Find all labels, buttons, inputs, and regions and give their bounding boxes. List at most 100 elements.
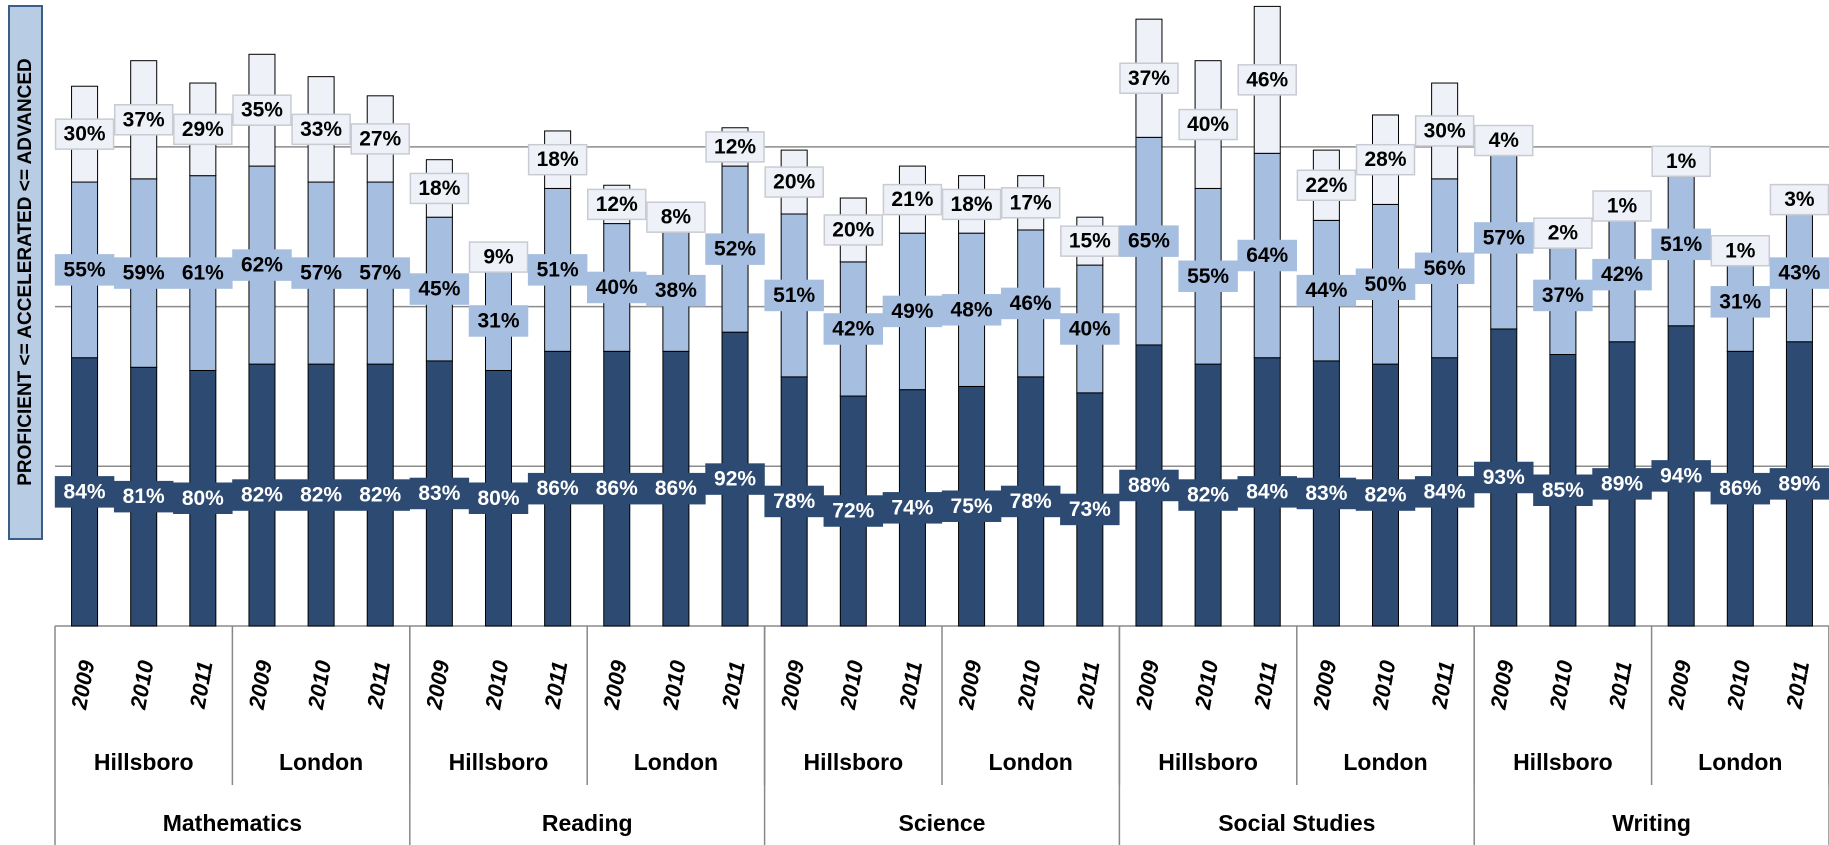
value-label: 57%	[1483, 226, 1525, 249]
x-tick-label: 2009	[953, 658, 986, 712]
value-label-box	[587, 188, 647, 221]
x-tick-label: 2009	[244, 658, 277, 712]
x-tick-label: 2009	[598, 658, 631, 712]
value-label-box	[646, 472, 706, 505]
x-tick-label: 2011	[717, 659, 750, 711]
x-tick-label: 2010	[1012, 658, 1045, 712]
value-label: 21%	[891, 188, 933, 211]
value-label: 44%	[1305, 279, 1347, 302]
value-label: 59%	[123, 262, 165, 285]
value-label-box	[1296, 274, 1357, 307]
value-label: 37%	[123, 108, 165, 131]
value-label: 9%	[483, 246, 514, 269]
value-label-box	[350, 257, 410, 289]
x-tick-label: 2009	[421, 658, 454, 712]
value-label: 56%	[1424, 257, 1466, 280]
value-label-box	[1060, 225, 1120, 257]
value-label: 84%	[64, 480, 106, 503]
value-label: 29%	[182, 118, 224, 141]
value-label: 2%	[1548, 222, 1579, 245]
subject-label: Writing	[1612, 810, 1691, 836]
value-label: 48%	[951, 298, 993, 321]
value-label: 84%	[1246, 480, 1288, 503]
value-label: 40%	[1069, 318, 1111, 341]
y-axis-label: PROFICIENT <= ACCELERATED <= ADVANCED	[15, 58, 36, 486]
value-label-box	[1119, 62, 1179, 94]
value-label: 20%	[773, 171, 815, 194]
value-label-box	[1237, 239, 1297, 272]
value-label-box	[350, 123, 410, 155]
x-tick-label: 2009	[1308, 658, 1341, 712]
value-label-box	[1296, 169, 1357, 201]
value-label-box	[1651, 460, 1711, 492]
value-label-box	[527, 254, 588, 286]
value-label-box	[882, 492, 943, 524]
value-label: 46%	[1010, 292, 1052, 315]
value-label: 30%	[1424, 119, 1466, 142]
value-label-box	[1533, 474, 1593, 507]
value-label-box	[409, 172, 470, 205]
value-label-box	[350, 479, 410, 511]
value-label-box	[1296, 477, 1357, 510]
value-label: 89%	[1601, 472, 1643, 495]
x-tick-label: 2010	[1190, 658, 1223, 712]
value-label: 86%	[655, 477, 697, 500]
value-label-box	[1237, 64, 1297, 96]
value-label-box	[232, 479, 292, 511]
value-label: 82%	[1364, 484, 1406, 507]
value-label-box	[705, 233, 765, 265]
value-label: 78%	[773, 490, 815, 513]
value-label: 40%	[1187, 113, 1229, 136]
value-label: 51%	[1660, 233, 1702, 256]
y-label-box	[8, 5, 43, 540]
value-label: 93%	[1483, 466, 1525, 489]
value-label-box	[1178, 260, 1238, 293]
value-label: 64%	[1246, 244, 1288, 267]
value-label-box	[1474, 461, 1534, 494]
value-label: 28%	[1364, 148, 1406, 171]
value-label: 31%	[1719, 290, 1761, 313]
value-label-box	[1414, 476, 1475, 508]
value-label-box	[1533, 217, 1593, 249]
value-label: 33%	[300, 118, 342, 141]
value-label: 42%	[1601, 263, 1643, 286]
value-label: 27%	[359, 127, 401, 150]
value-label-box	[468, 241, 529, 273]
value-label: 31%	[477, 310, 519, 333]
value-label-box	[1119, 469, 1179, 502]
x-tick-label: 2010	[1367, 658, 1400, 712]
x-tick-label: 2009	[1131, 658, 1164, 712]
value-label-box	[1592, 190, 1652, 222]
value-label: 57%	[300, 262, 342, 285]
value-label-box	[232, 94, 292, 126]
value-label-box	[1000, 187, 1061, 219]
value-label-box	[587, 472, 647, 505]
value-label: 51%	[773, 284, 815, 307]
value-label-box	[1710, 472, 1771, 505]
value-label: 94%	[1660, 464, 1702, 487]
value-label: 55%	[64, 258, 106, 281]
value-label-box	[1651, 145, 1711, 178]
value-label: 52%	[714, 238, 756, 261]
value-label-box	[232, 249, 292, 281]
value-label: 8%	[661, 206, 692, 229]
value-label-box	[587, 271, 647, 304]
value-label: 82%	[241, 484, 283, 507]
value-label-box	[823, 313, 884, 345]
value-label: 86%	[537, 477, 579, 500]
value-label-box	[291, 479, 351, 511]
district-label: London	[1698, 749, 1782, 775]
value-label: 88%	[1128, 474, 1170, 497]
value-label-box	[409, 273, 470, 305]
subject-label: Mathematics	[163, 810, 302, 836]
value-label-box	[173, 113, 233, 146]
value-label: 80%	[477, 487, 519, 510]
x-tick-label: 2010	[303, 658, 336, 712]
value-label-box	[1178, 108, 1238, 141]
value-label-box	[823, 495, 884, 527]
value-label: 62%	[241, 254, 283, 277]
x-tick-label: 2011	[894, 659, 927, 711]
value-label: 74%	[891, 496, 933, 519]
value-label: 50%	[1364, 273, 1406, 296]
